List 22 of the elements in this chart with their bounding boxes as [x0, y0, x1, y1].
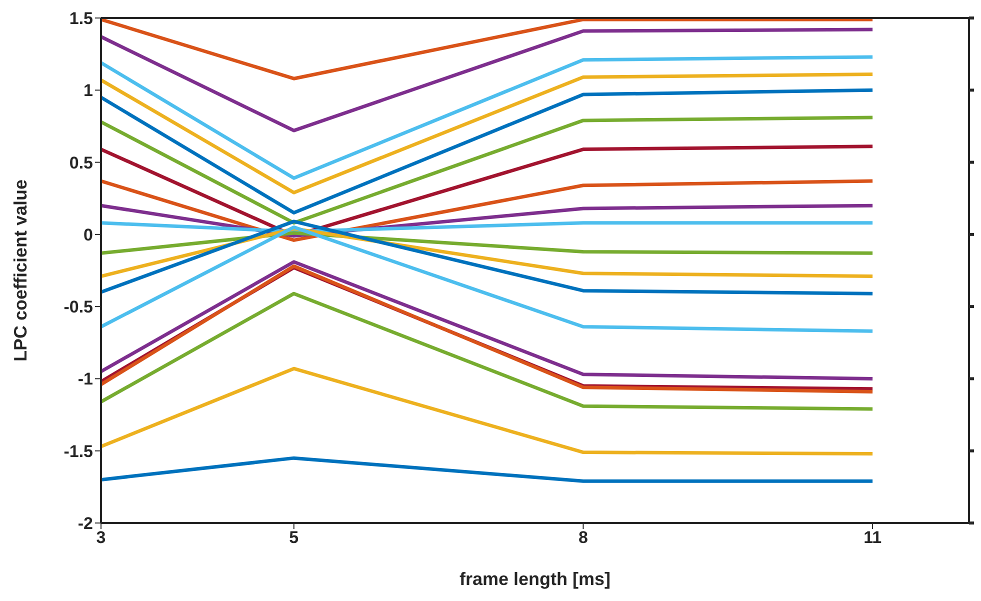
y-tick-label: -2 — [78, 514, 93, 534]
y-tick-label: 0.5 — [69, 153, 93, 172]
y-tick-label: 1 — [84, 81, 93, 100]
line-series — [101, 28, 874, 132]
x-tick-label: 8 — [578, 528, 588, 548]
y-tick-label: -1.5 — [64, 442, 93, 461]
x-tick-label: 11 — [864, 528, 882, 548]
line-series — [101, 55, 874, 180]
line-series — [101, 220, 874, 296]
x-tick-label: 5 — [289, 528, 299, 548]
line-series — [101, 88, 874, 215]
y-tick-label: -0.5 — [64, 298, 93, 317]
line-series — [101, 292, 874, 411]
y-tick-label: -1 — [78, 370, 93, 389]
y-tick-label: 1.5 — [69, 9, 93, 28]
x-tick-label: 3 — [96, 528, 106, 548]
y-axis-title: LPC coefficient value — [10, 179, 30, 362]
line-series — [101, 72, 874, 194]
line-series — [101, 366, 874, 456]
line-series — [101, 116, 874, 225]
x-axis-title: frame length [ms] — [459, 569, 611, 589]
y-tick-label: 0 — [84, 225, 93, 244]
